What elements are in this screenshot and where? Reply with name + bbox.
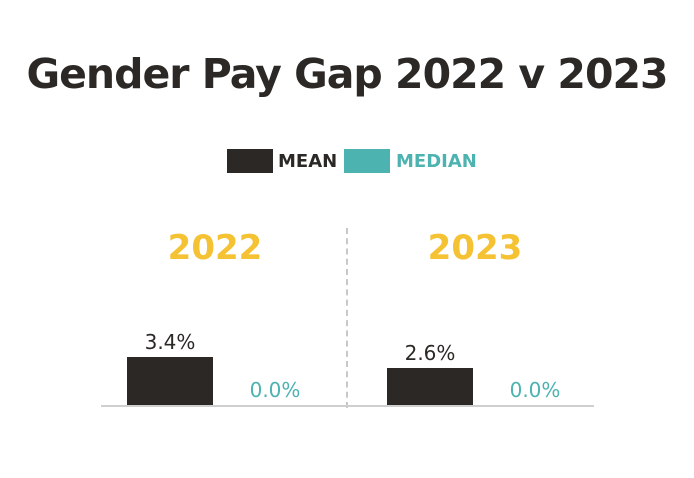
legend-label-median: MEDIAN [396,151,477,172]
year-label-2023: 2023 [427,228,523,268]
year-label-2022: 2022 [167,228,263,268]
legend-swatch-median [344,149,390,173]
value-label-median-2022: 0.0% [249,378,301,402]
value-label-mean-2023: 2.6% [404,341,456,366]
panel-divider [346,228,348,408]
legend-label-mean: MEAN [278,151,338,172]
value-label-median-2023: 0.0% [509,378,561,402]
bar-mean-2022 [127,357,213,405]
legend-swatch-mean [227,149,273,173]
baseline [101,405,594,407]
value-label-mean-2022: 3.4% [144,330,196,354]
bar-mean-2023 [387,368,473,405]
chart-title: Gender Pay Gap 2022 v 2023 [26,50,668,98]
